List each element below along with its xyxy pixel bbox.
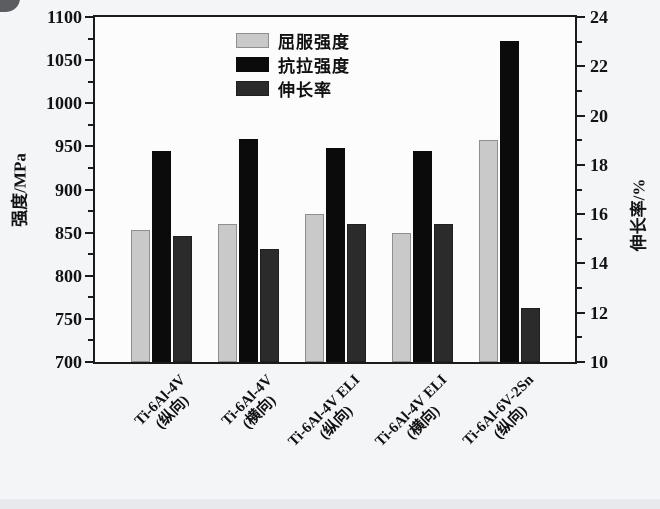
right-axis-major-tick xyxy=(577,213,585,216)
bottom-edge-strip xyxy=(0,499,660,509)
left-axis-tick-label: 1050 xyxy=(46,50,82,71)
legend-label-tensile-strength: 抗拉强度 xyxy=(278,56,350,76)
right-axis-major-tick xyxy=(577,311,585,314)
left-axis-major-tick xyxy=(85,145,93,148)
legend-item-tensile-strength: 抗拉强度 xyxy=(236,52,350,76)
left-axis-tick-label: 800 xyxy=(55,265,82,286)
bar-tensile-strength-4 xyxy=(412,150,432,362)
right-axis-major-tick xyxy=(577,163,585,166)
bar-yield-strength-3 xyxy=(304,213,324,362)
right-axis-tick-label: 18 xyxy=(590,154,608,175)
bar-yield-strength-1 xyxy=(130,230,150,362)
left-axis-minor-tick xyxy=(88,253,93,256)
left-axis-major-tick xyxy=(85,188,93,191)
right-axis-major-tick xyxy=(577,114,585,117)
left-axis-major-tick xyxy=(85,16,93,18)
window-corner-decoration xyxy=(0,0,20,12)
right-axis-tick-label: 14 xyxy=(590,253,608,274)
left-axis-minor-tick xyxy=(88,339,93,342)
right-axis-major-tick xyxy=(577,16,585,18)
left-axis-tick-label: 900 xyxy=(55,179,82,200)
bar-elongation-1 xyxy=(172,236,192,362)
left-axis-minor-tick xyxy=(88,37,93,40)
legend-item-elongation: 伸长率 xyxy=(236,76,350,100)
legend-label-yield-strength: 屈服强度 xyxy=(278,32,350,52)
x-axis-category-label-4: Ti-6Al-4V ELI (横向) xyxy=(372,372,463,463)
right-axis-minor-tick xyxy=(577,89,582,92)
bar-yield-strength-4 xyxy=(391,233,411,362)
left-axis-minor-tick xyxy=(88,123,93,126)
x-axis-category-label-2: Ti-6Al-4V (横向) xyxy=(219,372,289,442)
right-axis-minor-tick xyxy=(577,40,582,43)
right-axis-tick-label: 12 xyxy=(590,302,608,323)
bar-tensile-strength-3 xyxy=(325,148,345,362)
left-axis-tick-label: 950 xyxy=(55,136,82,157)
legend-swatch-tensile-strength xyxy=(236,56,269,72)
x-axis-category-label-1: Ti-6Al-4V (纵向) xyxy=(132,372,202,442)
left-axis-tick-label: 850 xyxy=(55,222,82,243)
right-axis-tick-label: 22 xyxy=(590,56,608,77)
x-axis-category-label-3: Ti-6Al-4V ELI (纵向) xyxy=(285,372,376,463)
left-axis-tick-label: 750 xyxy=(55,308,82,329)
left-axis-major-tick xyxy=(85,102,93,105)
bar-elongation-3 xyxy=(346,224,366,362)
bar-yield-strength-2 xyxy=(217,224,237,362)
left-axis-tick-label: 1000 xyxy=(46,93,82,114)
bar-elongation-5 xyxy=(520,307,540,362)
right-axis-tick-label: 20 xyxy=(590,105,608,126)
legend-item-yield-strength: 屈服强度 xyxy=(236,28,350,52)
bar-elongation-2 xyxy=(259,248,279,362)
left-axis-tick-label: 1100 xyxy=(46,7,82,27)
bar-tensile-strength-1 xyxy=(151,150,171,362)
left-axis-minor-tick xyxy=(88,166,93,169)
right-axis-tick-label: 16 xyxy=(590,204,608,225)
right-axis-minor-tick xyxy=(577,287,582,290)
right-axis-tick-label: 24 xyxy=(590,7,608,27)
left-axis-minor-tick xyxy=(88,210,93,213)
legend-swatch-elongation xyxy=(236,80,269,96)
right-axis-minor-tick xyxy=(577,336,582,339)
left-axis-minor-tick xyxy=(88,296,93,299)
right-axis-title: 伸长率/% xyxy=(629,178,649,252)
right-axis-major-tick xyxy=(577,262,585,265)
bar-tensile-strength-5 xyxy=(499,41,519,362)
left-axis-tick-label: 700 xyxy=(55,352,82,372)
left-axis-major-tick xyxy=(85,59,93,62)
legend-swatch-yield-strength xyxy=(236,32,269,48)
bar-tensile-strength-2 xyxy=(238,139,258,362)
left-axis-minor-tick xyxy=(88,80,93,83)
right-axis-major-tick xyxy=(577,361,585,363)
right-axis-minor-tick xyxy=(577,139,582,142)
legend-label-elongation: 伸长率 xyxy=(278,80,332,100)
left-axis-major-tick xyxy=(85,274,93,277)
left-axis-major-tick xyxy=(85,361,93,363)
bar-elongation-4 xyxy=(433,224,453,362)
legend: 屈服强度 抗拉强度 伸长率 xyxy=(236,28,350,100)
right-axis-major-tick xyxy=(577,65,585,68)
left-axis-major-tick xyxy=(85,231,93,234)
x-axis-category-label-5: Ti-6Al-6V-2Sn (纵向) xyxy=(460,372,550,462)
right-axis-minor-tick xyxy=(577,237,582,240)
right-axis-minor-tick xyxy=(577,188,582,191)
bar-yield-strength-5 xyxy=(478,140,498,362)
right-axis-tick-label: 10 xyxy=(590,352,608,372)
left-axis-major-tick xyxy=(85,317,93,320)
